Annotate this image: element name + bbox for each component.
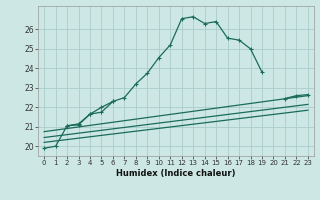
X-axis label: Humidex (Indice chaleur): Humidex (Indice chaleur): [116, 169, 236, 178]
